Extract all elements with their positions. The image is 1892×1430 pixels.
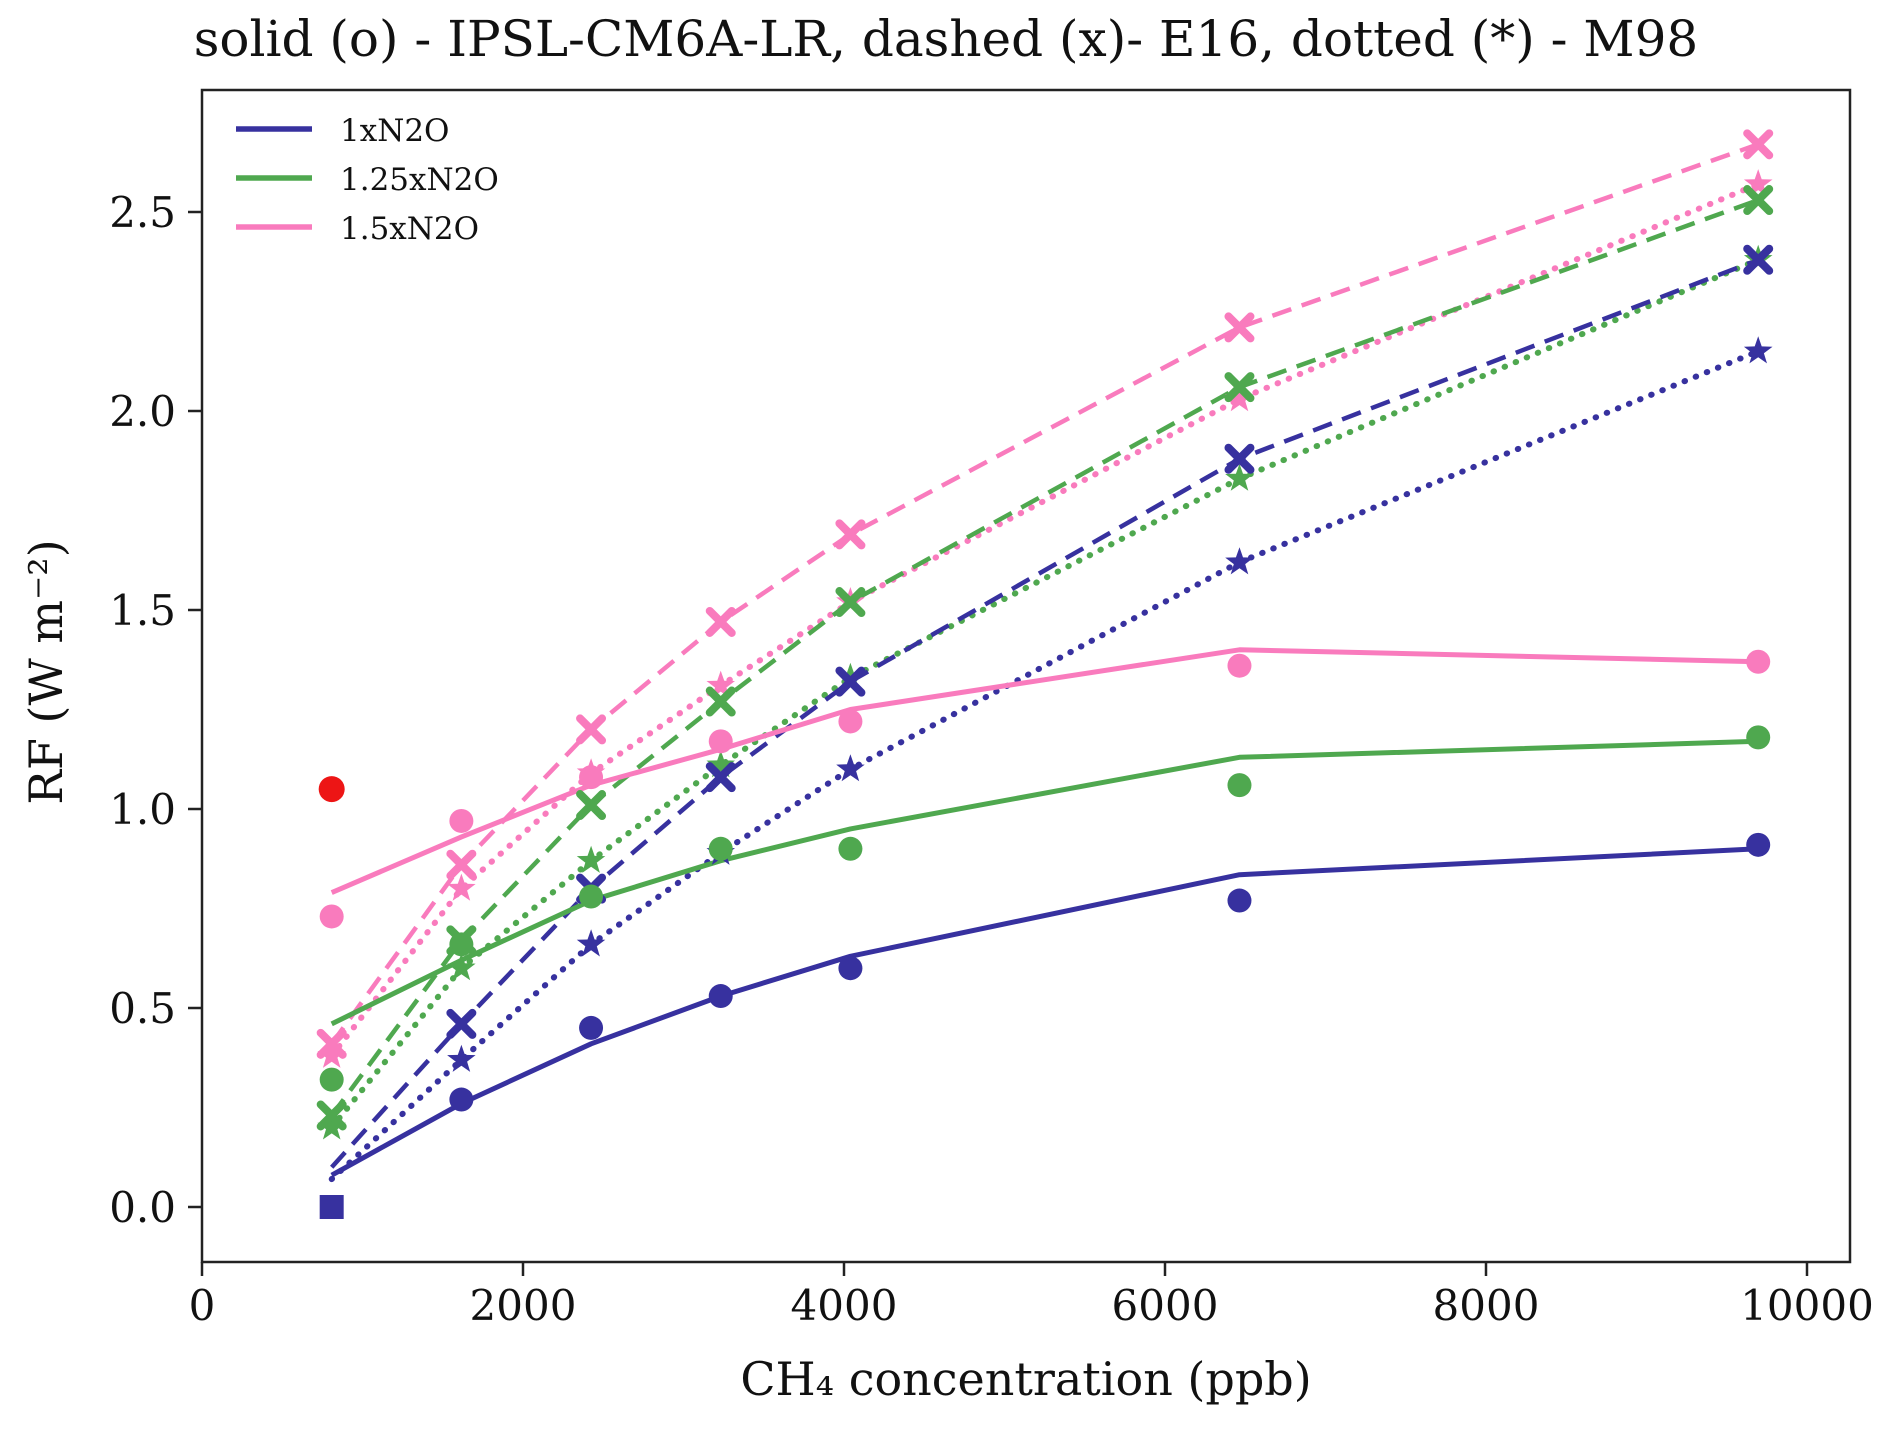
- marker-circle-ipsl-1.25x: [449, 932, 474, 957]
- y-tick-label: 2.0: [109, 387, 176, 436]
- marker-star-m98-1.25x: [317, 1112, 346, 1140]
- x-tick-label: 8000: [1433, 1281, 1540, 1330]
- marker-circle-ipsl-1.25x: [708, 836, 733, 861]
- marker-circle-ipsl-1.5x: [1746, 649, 1771, 674]
- marker-x-e16-1.5x: [446, 849, 477, 880]
- marker-star-m98-1.5x: [447, 873, 476, 901]
- marker-star-m98-1x: [1743, 336, 1773, 364]
- y-tick-label: 0.5: [109, 984, 176, 1033]
- marker-circle-ipsl-1.25x: [319, 1067, 344, 1092]
- marker-circle-ipsl-1.5x: [319, 904, 344, 929]
- marker-circle-ipsl-1x: [838, 956, 863, 981]
- x-tick-label: 6000: [1112, 1281, 1219, 1330]
- marker-x-e16-1x: [1743, 244, 1774, 275]
- red-point: [318, 776, 345, 803]
- marker-x-e16-1.25x: [705, 686, 736, 717]
- marker-star-m98-1.25x: [706, 750, 735, 778]
- marker-x-e16-1x: [446, 1008, 477, 1039]
- marker-star-m98-1.5x: [1225, 384, 1254, 412]
- marker-x-e16-1.25x: [1224, 372, 1255, 403]
- marker-x-e16-1.25x: [576, 790, 607, 821]
- marker-star-m98-1.25x: [576, 845, 606, 873]
- x-tick-label: 4000: [791, 1281, 898, 1330]
- marker-circle-ipsl-1.5x: [838, 709, 863, 734]
- line-m98-1.5x: [328, 181, 1762, 1059]
- line-m98-1x: [328, 348, 1762, 1183]
- marker-circle-ipsl-1x: [708, 984, 733, 1009]
- marker-x-e16-1x: [705, 762, 736, 793]
- marker-circle-ipsl-1.5x: [1227, 653, 1252, 678]
- x-axis-label: CH₄ concentration (ppb): [740, 1352, 1312, 1406]
- marker-x-e16-1.5x: [705, 606, 736, 637]
- marker-circle-ipsl-1.25x: [579, 884, 604, 909]
- y-axis-label: RF (W m⁻²): [19, 539, 73, 805]
- marker-star-m98-1x: [1225, 547, 1254, 575]
- x-tick-label: 10000: [1740, 1281, 1874, 1330]
- marker-star-m98-1.25x: [447, 953, 476, 981]
- marker-x-e16-1.5x: [316, 1028, 347, 1059]
- marker-star-m98-1.5x: [1743, 169, 1773, 197]
- y-tick-label: 1.0: [109, 785, 176, 834]
- marker-x-e16-1.25x: [1743, 185, 1774, 216]
- axes-frame: [200, 88, 1852, 1264]
- marker-star-m98-1x: [576, 929, 606, 957]
- marker-star-m98-1.5x: [317, 1040, 346, 1068]
- marker-circle-ipsl-1x: [1746, 832, 1771, 857]
- marker-x-e16-1.5x: [835, 519, 866, 550]
- y-tick-label: 2.5: [109, 188, 176, 237]
- y-tick-label: 0.0: [109, 1183, 176, 1232]
- marker-circle-ipsl-1x: [449, 1087, 474, 1112]
- marker-x-e16-1x: [1224, 443, 1255, 474]
- marker-star-m98-1x: [447, 1044, 476, 1072]
- marker-x-e16-1.5x: [1224, 312, 1255, 343]
- legend-label-1.5xN2O: 1.5xN2O: [340, 211, 480, 247]
- marker-circle-ipsl-1.25x: [838, 836, 863, 861]
- marker-x-e16-1.5x: [576, 714, 607, 745]
- marker-star-m98-1.25x: [1225, 463, 1254, 491]
- marker-circle-ipsl-1.5x: [449, 808, 474, 833]
- line-ipsl-1.25x: [330, 738, 1759, 1027]
- marker-circle-ipsl-1.25x: [1227, 773, 1252, 798]
- marker-circle-ipsl-1x: [579, 1015, 604, 1040]
- marker-circle-ipsl-1.5x: [708, 729, 733, 754]
- line-e16-1x: [330, 257, 1760, 1169]
- chart-title: solid (o) - IPSL-CM6A-LR, dashed (x)- E1…: [193, 10, 1699, 68]
- marker-circle-ipsl-1x: [1227, 888, 1252, 913]
- marker-star-m98-1x: [836, 754, 865, 782]
- y-tick-label: 1.5: [109, 586, 176, 635]
- x-tick-label: 0: [189, 1281, 216, 1330]
- legend-label-1.25xN2O: 1.25xN2O: [340, 162, 499, 198]
- marker-x-e16-1x: [835, 666, 866, 697]
- marker-x-e16-1.25x: [835, 587, 866, 618]
- marker-square-ipsl-1x: [319, 1195, 344, 1219]
- marker-circle-ipsl-1.25x: [1746, 725, 1771, 750]
- line-ipsl-1.5x: [330, 647, 1759, 895]
- legend-label-1xN2O: 1xN2O: [340, 113, 450, 149]
- marker-x-e16-1.25x: [316, 1100, 347, 1131]
- line-m98-1.25x: [328, 256, 1762, 1131]
- x-tick-label: 2000: [470, 1281, 577, 1330]
- marker-star-m98-1.5x: [706, 670, 735, 698]
- marker-circle-ipsl-1.5x: [579, 765, 604, 790]
- marker-x-e16-1.5x: [1743, 129, 1774, 160]
